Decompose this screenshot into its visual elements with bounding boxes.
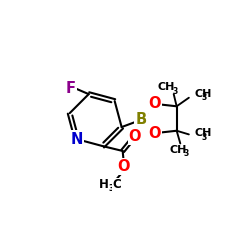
- Text: O: O: [148, 96, 161, 111]
- Text: CH: CH: [158, 82, 175, 92]
- Text: CH: CH: [194, 128, 212, 138]
- Text: N: N: [70, 132, 83, 146]
- Text: C: C: [112, 178, 121, 191]
- Text: 3: 3: [201, 94, 206, 102]
- Text: O: O: [129, 129, 141, 144]
- Text: F: F: [66, 80, 76, 96]
- Text: O: O: [148, 126, 161, 141]
- Text: B: B: [136, 112, 147, 127]
- Text: 3: 3: [172, 87, 178, 96]
- Text: CH: CH: [169, 145, 186, 155]
- Text: 3: 3: [108, 184, 114, 193]
- Text: O: O: [118, 159, 130, 174]
- Text: H: H: [99, 178, 108, 191]
- Text: 3: 3: [184, 149, 189, 158]
- Text: 3: 3: [201, 132, 206, 141]
- Text: CH: CH: [194, 89, 212, 99]
